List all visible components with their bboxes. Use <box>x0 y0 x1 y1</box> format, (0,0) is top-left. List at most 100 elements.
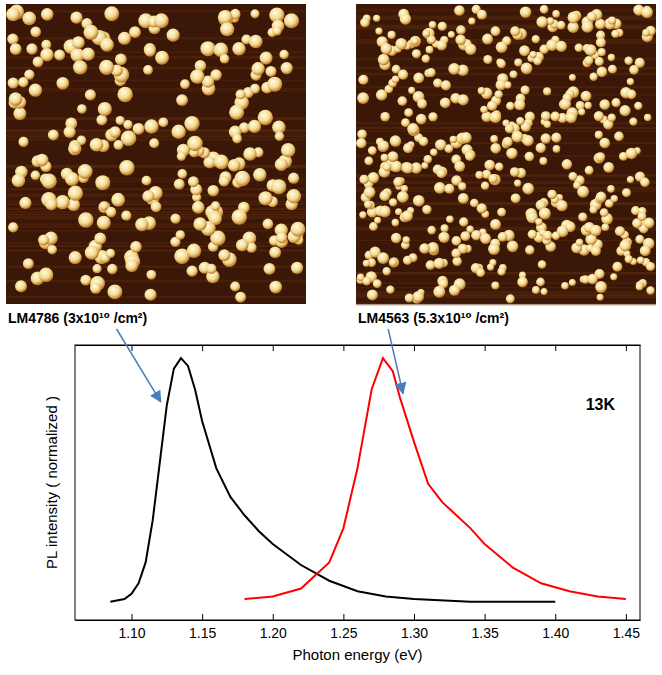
afm-dot <box>376 89 387 100</box>
afm-dot <box>104 6 119 21</box>
afm-dot <box>232 209 247 224</box>
afm-streak <box>356 174 656 176</box>
afm-dot <box>589 73 597 81</box>
afm-dot <box>511 193 521 203</box>
afm-dot <box>30 27 41 38</box>
afm-dot <box>193 217 206 230</box>
afm-dot <box>528 230 537 239</box>
afm-dot <box>417 99 427 109</box>
afm-dot <box>476 268 485 277</box>
x-tick-mark <box>485 614 486 620</box>
afm-dot <box>441 224 449 232</box>
x-tick-top <box>273 345 274 351</box>
afm-dot <box>10 43 22 55</box>
afm-dot <box>154 13 169 28</box>
afm-streak <box>356 303 656 306</box>
x-axis-top <box>76 345 641 351</box>
afm-dot <box>435 139 446 150</box>
afm-dot <box>397 191 409 203</box>
afm-streak <box>356 94 656 95</box>
afm-dot <box>471 230 481 240</box>
x-tick: 1.30 <box>401 614 428 641</box>
afm-dot <box>109 126 121 138</box>
afm-dot <box>387 31 395 39</box>
afm-dot <box>411 37 419 45</box>
afm-dot <box>627 176 634 183</box>
afm-dot <box>23 258 34 269</box>
afm-dot <box>532 286 540 294</box>
x-tick-label: 1.35 <box>472 625 499 641</box>
afm-background <box>6 4 306 304</box>
afm-streak <box>356 155 656 157</box>
afm-streak <box>6 90 306 92</box>
afm-dot <box>433 286 445 298</box>
afm-dot <box>368 172 379 183</box>
afm-dot <box>584 102 591 109</box>
afm-dot <box>624 57 632 65</box>
afm-dot <box>451 249 461 259</box>
afm-dot <box>578 108 585 115</box>
afm-dot <box>64 126 76 138</box>
afm-dot <box>496 41 508 53</box>
afm-dot <box>595 131 603 139</box>
afm-dot <box>595 281 607 293</box>
sample-label: LM4786 (3x10¹⁰ /cm²) <box>8 310 147 326</box>
afm-dot <box>39 268 54 283</box>
afm-dot <box>230 282 240 292</box>
afm-dot <box>106 249 115 258</box>
afm-dot <box>358 75 368 85</box>
afm-dot <box>18 137 28 147</box>
afm-dot <box>494 90 502 98</box>
afm-dot <box>390 161 402 173</box>
afm-dot <box>99 60 114 75</box>
afm-dot <box>458 182 466 190</box>
afm-dot <box>412 49 421 58</box>
afm-dot <box>133 123 145 135</box>
afm-dot <box>395 38 407 50</box>
x-tick-mark <box>485 345 486 351</box>
afm-dot <box>26 43 37 54</box>
afm-streak <box>6 80 306 81</box>
x-tick: 1.35 <box>472 614 499 641</box>
afm-dot <box>584 56 593 65</box>
afm-dot <box>389 257 399 267</box>
x-tick-mark <box>555 345 556 351</box>
afm-dot <box>622 188 631 197</box>
afm-dot <box>495 162 504 171</box>
afm-dot <box>111 193 125 207</box>
afm-dot <box>430 149 438 157</box>
afm-streak <box>6 226 306 228</box>
afm-dot <box>487 263 494 270</box>
afm-dot <box>637 257 644 264</box>
x-tick-label: 1.25 <box>330 625 357 641</box>
afm-dot <box>188 176 199 187</box>
afm-dot <box>114 140 124 150</box>
afm-dot <box>410 36 421 47</box>
afm-dot <box>276 232 287 243</box>
x-tick-mark <box>202 614 203 620</box>
afm-dot <box>455 35 466 46</box>
afm-dot <box>578 212 587 221</box>
afm-streak <box>6 216 306 219</box>
afm-dot <box>556 41 567 52</box>
afm-dot <box>640 178 650 188</box>
afm-dot <box>364 200 372 208</box>
afm-dot <box>599 99 610 110</box>
afm-dot <box>129 26 141 38</box>
afm-dot <box>422 55 430 63</box>
afm-dot <box>405 293 414 302</box>
afm-dot <box>249 35 263 49</box>
afm-dot <box>428 36 436 44</box>
afm-dot <box>460 231 470 241</box>
afm-dot <box>176 230 185 239</box>
afm-image <box>356 4 656 305</box>
afm-dot <box>581 91 592 102</box>
afm-dot <box>599 138 610 149</box>
afm-dot <box>525 152 535 162</box>
afm-dot <box>378 54 390 66</box>
x-axis-title: Photon energy (eV) <box>292 646 422 663</box>
x-tick-top <box>414 345 415 351</box>
afm-streak <box>356 282 656 284</box>
afm-dot <box>594 153 605 164</box>
afm-dot <box>596 38 606 48</box>
